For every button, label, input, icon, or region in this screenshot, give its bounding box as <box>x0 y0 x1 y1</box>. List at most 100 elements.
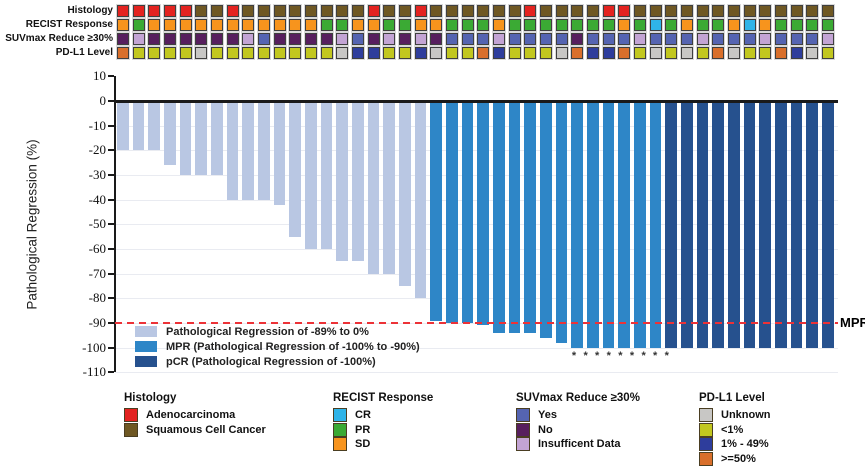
annotation-square-orange <box>195 19 208 31</box>
annotation-square-pdBlue <box>352 47 365 59</box>
y-axis-tick-label: -20 <box>88 142 106 158</box>
annotation-square-red <box>117 5 129 17</box>
annotation-square-brown <box>571 5 584 17</box>
gridline <box>115 175 838 176</box>
annotation-square-olive <box>759 47 772 59</box>
annotation-square-olive <box>696 47 709 59</box>
legend-swatch-red <box>124 408 138 422</box>
y-axis-tick <box>108 272 114 275</box>
regression-bar-reg <box>305 102 317 249</box>
regression-bar-mpr <box>493 102 505 333</box>
legend-swatch-suvNo <box>516 422 530 437</box>
annotation-square-suvIns <box>414 33 427 45</box>
regression-bar-reg <box>179 102 192 175</box>
annotation-square-gray <box>430 47 443 59</box>
annotation-square-olive <box>320 47 333 59</box>
y-axis-tick <box>108 149 114 152</box>
y-axis-tick-label: 10 <box>93 68 106 84</box>
annotation-square-brown <box>211 5 224 17</box>
annotation-square-olive <box>258 47 271 59</box>
gridline <box>115 273 838 275</box>
zero-baseline <box>114 100 838 103</box>
annotation-square-olive <box>148 47 161 59</box>
regression-bar-pcr <box>696 102 709 348</box>
annotation-square-brown <box>806 5 819 17</box>
annotation-square-green <box>790 19 803 31</box>
regression-bar-mpr <box>540 102 552 338</box>
gridline <box>115 249 838 250</box>
annotation-square-suvNo <box>305 33 318 45</box>
annotation-square-green <box>571 19 584 31</box>
annotation-square-olive <box>540 47 553 59</box>
annotation-square-suvIns <box>242 33 255 45</box>
gridline <box>115 125 838 127</box>
annotation-square-red <box>164 5 176 17</box>
annotation-square-brown <box>508 5 521 17</box>
annotation-square-orange <box>759 19 772 31</box>
y-axis-tick-label: -40 <box>88 191 106 207</box>
regression-bar-mpr <box>524 102 536 333</box>
annotation-square-suvYes <box>587 33 600 45</box>
annotation-square-red <box>226 5 239 17</box>
y-axis-tick <box>108 248 114 250</box>
annotation-row-label: Histology <box>67 5 113 16</box>
legend-swatch-suvYes <box>516 408 530 422</box>
legend-swatch-pdBlue <box>699 437 713 451</box>
annotation-square-suvNo <box>320 33 333 45</box>
annotation-square-olive <box>289 47 302 59</box>
gridline <box>115 150 838 152</box>
annotation-square-gray <box>681 47 694 59</box>
y-axis-tick-label: -10 <box>88 117 106 133</box>
y-axis-tick <box>108 75 114 78</box>
annotation-square-olive <box>665 47 678 59</box>
annotation-square-brown <box>477 5 490 17</box>
gridline <box>115 298 838 300</box>
annotation-square-brown <box>555 5 568 17</box>
legend-swatch-cyan <box>333 408 347 422</box>
annotation-square-brown <box>728 5 741 17</box>
annotation-square-green <box>665 19 678 31</box>
annotation-square-suvYes <box>618 33 631 45</box>
annotation-square-brown <box>790 5 803 17</box>
y-axis-tick-label: -100 <box>82 339 106 355</box>
annotation-square-suvYes <box>461 33 474 45</box>
annotation-square-suvYes <box>665 33 678 45</box>
annotation-square-red <box>179 5 192 17</box>
regression-bar-pcr <box>790 102 803 348</box>
y-axis-tick-label: -80 <box>88 290 106 306</box>
legend-item-label: >=50% <box>721 452 756 465</box>
inplot-legend-label: Pathological Regression of -89% to 0% <box>166 326 369 338</box>
annotation-square-gray <box>728 47 741 59</box>
annotation-square-suvIns <box>759 33 772 45</box>
annotation-square-brown <box>352 5 365 17</box>
regression-bar-pcr <box>806 102 818 348</box>
annotation-row-label: PD-L1 Level <box>55 47 113 58</box>
legend-item-label: Insufficent Data <box>538 438 621 450</box>
inplot-legend-swatch <box>135 356 157 367</box>
annotation-square-pdBlue <box>414 47 427 59</box>
annotation-square-cyan <box>649 19 662 31</box>
annotation-square-suvIns <box>336 33 349 45</box>
regression-bar-reg <box>258 102 270 200</box>
annotation-square-suvYes <box>775 33 788 45</box>
annotation-square-green <box>132 19 145 31</box>
annotation-square-orangered <box>117 47 129 59</box>
legend-item-label: PR <box>355 423 371 436</box>
regression-bar-mpr <box>634 102 646 348</box>
annotation-square-brown <box>383 5 396 17</box>
inplot-legend-label: MPR (Pathological Regression of -100% to… <box>166 341 420 353</box>
significance-asterisk: * <box>664 350 669 362</box>
annotation-square-suvIns <box>493 33 506 45</box>
regression-bar-pcr <box>728 102 740 348</box>
annotation-square-pdBlue <box>493 47 506 59</box>
regression-bar-mpr <box>618 102 630 348</box>
inplot-legend-label: pCR (Pathological Regression of -100%) <box>166 356 376 368</box>
y-axis-tick <box>108 297 114 300</box>
y-axis-tick <box>108 198 114 201</box>
annotation-square-olive <box>399 47 412 59</box>
annotation-square-red <box>367 5 380 17</box>
annotation-square-red <box>618 5 631 17</box>
annotation-square-suvIns <box>383 33 396 45</box>
legend-swatch-brown <box>124 422 138 437</box>
annotation-square-brown <box>493 5 506 17</box>
